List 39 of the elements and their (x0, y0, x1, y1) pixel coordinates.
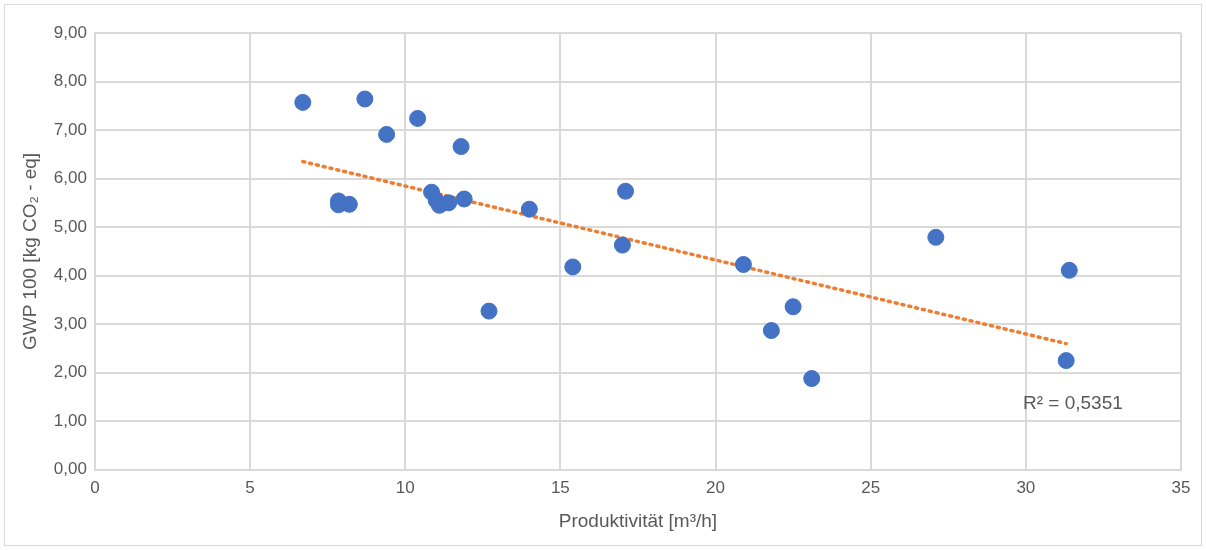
point (734, 256, 752, 273)
point (409, 109, 427, 127)
y-tick-label: 5,00 (53, 216, 87, 236)
point (564, 258, 582, 276)
x-tick-label: 10 (395, 477, 415, 497)
point (617, 182, 635, 200)
x-tick-label: 30 (1016, 477, 1036, 497)
x-tick-label: 35 (1171, 477, 1191, 497)
point (452, 138, 470, 156)
x-tick-label: 25 (861, 477, 881, 497)
y-tick-label: 2,00 (53, 362, 87, 382)
point (356, 90, 374, 108)
point (294, 93, 312, 111)
y-tick-label: 7,00 (53, 119, 87, 139)
x-axis-title: Produktivität [m³/h] (558, 509, 718, 531)
point (455, 190, 473, 208)
annotation: R² = 0,5351 (1023, 392, 1123, 414)
point (613, 236, 631, 254)
y-tick-label: 9,00 (53, 22, 87, 42)
point (520, 200, 538, 218)
point (803, 370, 821, 388)
point (927, 228, 945, 246)
point (762, 322, 780, 340)
x-tick-label: 5 (245, 477, 255, 497)
y-tick-label: 6,00 (53, 168, 87, 188)
x-tick-label: 15 (550, 477, 570, 497)
point (480, 302, 498, 320)
point (784, 298, 802, 316)
x-tick-label: 0 (90, 477, 100, 497)
y-axis-title: GWP 100 [kg CO₂ - eq] (18, 152, 40, 350)
point (1057, 352, 1075, 370)
point (378, 125, 396, 143)
y-tick-label: 8,00 (53, 71, 87, 91)
y-tick-label: 4,00 (53, 265, 87, 285)
y-tick-label: 1,00 (53, 410, 87, 430)
y-tick-label: 0,00 (53, 459, 87, 479)
point (1060, 261, 1078, 279)
x-tick-label: 20 (706, 477, 725, 497)
y-tick-label: 3,00 (53, 313, 87, 333)
